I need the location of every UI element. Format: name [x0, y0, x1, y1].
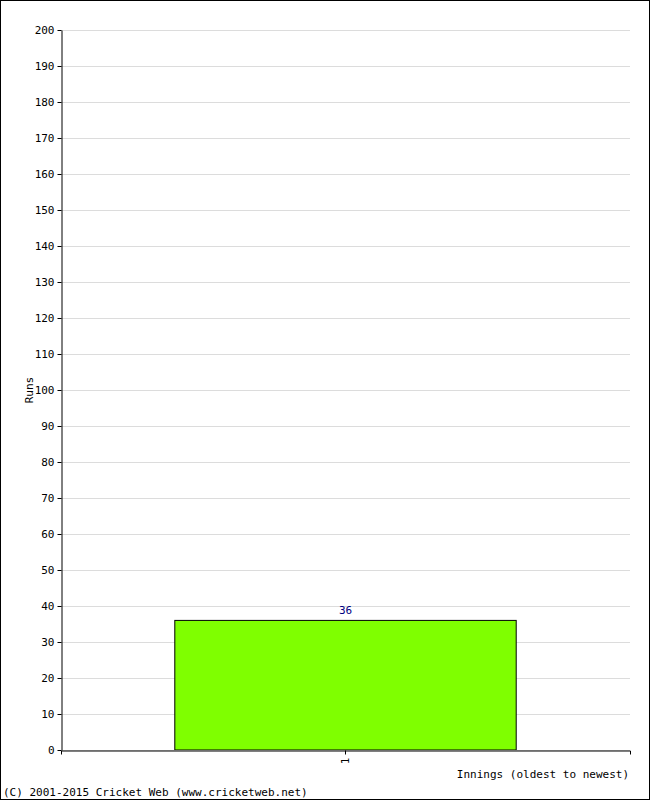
y-tick-mark — [58, 102, 62, 103]
y-tick-label: 20 — [41, 672, 54, 685]
x-axis-title: Innings (oldest to newest) — [457, 768, 629, 781]
y-tick-mark — [58, 390, 62, 391]
y-tick: 20 — [41, 672, 61, 685]
x-axis-line — [62, 751, 631, 755]
grid-line — [61, 462, 630, 463]
y-tick-label: 140 — [35, 240, 55, 253]
grid-line — [61, 354, 630, 355]
x-tick-label: 1 — [339, 758, 352, 765]
grid-line — [61, 426, 630, 427]
y-tick: 130 — [35, 276, 62, 289]
y-tick-mark — [58, 678, 62, 679]
y-tick-label: 150 — [35, 204, 55, 217]
grid-line — [61, 138, 630, 139]
y-tick-mark — [58, 174, 62, 175]
y-tick-label: 30 — [41, 636, 54, 649]
y-tick-mark — [58, 750, 62, 751]
y-tick-label: 100 — [35, 384, 55, 397]
y-tick: 60 — [41, 528, 61, 541]
y-tick: 30 — [41, 636, 61, 649]
y-tick: 120 — [35, 312, 62, 325]
grid-line — [61, 30, 630, 31]
y-tick: 70 — [41, 492, 61, 505]
chart: 36 0 10 20 30 40 50 60 70 80 90 100 110 120 130 140 150 1… — [0, 0, 650, 800]
y-tick-mark — [58, 534, 62, 535]
y-tick-mark — [58, 570, 62, 571]
y-tick: 180 — [35, 96, 62, 109]
y-tick: 0 — [48, 744, 62, 757]
y-tick: 170 — [35, 132, 62, 145]
grid-line — [61, 246, 630, 247]
y-tick-label: 60 — [41, 528, 54, 541]
x-axis: 1 — [62, 751, 631, 765]
y-tick-mark — [58, 498, 62, 499]
bars — [175, 620, 516, 750]
y-tick-mark — [58, 714, 62, 715]
y-tick: 100 — [35, 384, 62, 397]
y-tick-label: 200 — [35, 24, 55, 37]
grid-line — [61, 210, 630, 211]
y-tick-mark — [58, 426, 62, 427]
y-tick: 200 — [35, 24, 62, 37]
y-tick-mark — [58, 282, 62, 283]
y-tick: 10 — [41, 708, 61, 721]
y-tick-mark — [58, 642, 62, 643]
annotation: (C) 2001-2015 Cricket Web (www.cricketwe… — [3, 786, 308, 799]
y-tick: 80 — [41, 456, 61, 469]
y-tick: 190 — [35, 60, 62, 73]
y-tick-mark — [58, 138, 62, 139]
y-axis-title: Runs — [23, 377, 36, 404]
grid-line — [61, 282, 630, 283]
y-tick-label: 10 — [41, 708, 54, 721]
y-tick-label: 70 — [41, 492, 54, 505]
y-tick: 140 — [35, 240, 62, 253]
grid-line — [61, 498, 630, 499]
y-tick-label: 180 — [35, 96, 55, 109]
y-tick-mark — [58, 354, 62, 355]
y-tick: 40 — [41, 600, 61, 613]
y-tick-label: 160 — [35, 168, 55, 181]
grid-line — [61, 534, 630, 535]
y-tick-mark — [58, 606, 62, 607]
y-tick-mark — [58, 318, 62, 319]
y-tick: 150 — [35, 204, 62, 217]
annotations: (C) 2001-2015 Cricket Web (www.cricketwe… — [3, 786, 308, 799]
y-tick-label: 80 — [41, 456, 54, 469]
y-tick: 50 — [41, 564, 61, 577]
y-tick-mark — [58, 210, 62, 211]
y-tick-label: 90 — [41, 420, 54, 433]
y-axis-line — [62, 31, 63, 751]
x-tick-mark — [345, 751, 346, 755]
data-label: 36 — [339, 604, 352, 617]
y-tick-mark — [58, 30, 62, 31]
y-tick-label: 190 — [35, 60, 55, 73]
data-labels: 36 — [339, 604, 352, 617]
y-tick-label: 110 — [35, 348, 55, 361]
grid-line — [61, 102, 630, 103]
y-tick-mark — [58, 66, 62, 67]
y-tick-mark — [58, 462, 62, 463]
grid-line — [61, 174, 630, 175]
y-axis: 0 10 20 30 40 50 60 70 80 90 100 110 120 130 140 150 160… — [35, 24, 62, 757]
y-tick-label: 50 — [41, 564, 54, 577]
grid-line — [61, 66, 630, 67]
y-tick-label: 0 — [48, 744, 55, 757]
y-tick-label: 130 — [35, 276, 55, 289]
bar — [175, 620, 516, 750]
x-tick: 1 — [339, 751, 352, 765]
grid-line — [61, 570, 630, 571]
y-tick-label: 170 — [35, 132, 55, 145]
y-tick: 160 — [35, 168, 62, 181]
y-tick-label: 120 — [35, 312, 55, 325]
y-tick-label: 40 — [41, 600, 54, 613]
frame — [1, 1, 650, 800]
y-tick: 90 — [41, 420, 61, 433]
y-tick: 110 — [35, 348, 62, 361]
grid — [61, 31, 630, 751]
grid-line — [61, 318, 630, 319]
grid-line — [61, 390, 630, 391]
y-tick-mark — [58, 246, 62, 247]
